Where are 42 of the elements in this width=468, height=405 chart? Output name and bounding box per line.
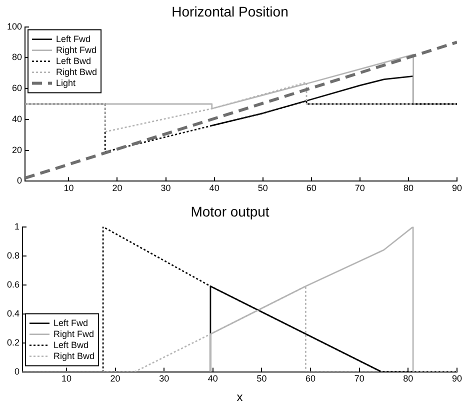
x-tick-label: 40: [208, 374, 218, 384]
chart-title: Motor output: [190, 203, 270, 220]
x-tick-label: 30: [160, 183, 171, 194]
y-tick-label: 0.2: [6, 337, 20, 348]
x-tick-label: 60: [306, 374, 316, 384]
y-tick-label: 0.6: [6, 279, 20, 290]
legend-label: Right Bwd: [54, 350, 95, 361]
x-axis-title: x: [236, 390, 243, 404]
x-tick-label: 20: [112, 183, 122, 194]
x-tick-label: 10: [64, 183, 74, 194]
x-tick-label: 50: [258, 183, 268, 194]
x-tick-label: 80: [403, 183, 414, 194]
x-tick-label: 50: [256, 374, 267, 384]
legend-label: Right Bwd: [56, 66, 98, 77]
x-tick-label: 70: [354, 374, 364, 384]
x-tick-label: 70: [354, 183, 365, 194]
legend-label: Left Fwd: [54, 318, 88, 328]
y-tick-label: 0.8: [6, 250, 20, 260]
y-tick-label: 40: [12, 114, 22, 124]
y-tick-label: 60: [12, 83, 22, 94]
legend-label: Right Fwd: [56, 44, 97, 55]
x-tick-label: 10: [61, 374, 72, 384]
legend-label: Left Bwd: [54, 340, 89, 350]
y-tick-label: 80: [12, 52, 22, 62]
legend-label: Left Bwd: [56, 56, 92, 66]
legend-label: Right Fwd: [54, 328, 94, 339]
y-tick-label: 0: [14, 366, 20, 376]
x-tick-label: 60: [306, 183, 316, 194]
x-tick-label: 40: [209, 183, 220, 194]
x-tick-label: 90: [452, 183, 462, 194]
y-tick-label: 20: [12, 144, 22, 155]
chart-title: Horizontal Position: [172, 3, 288, 20]
y-tick-label: 1: [14, 221, 20, 232]
legend-label: Light: [56, 78, 76, 88]
legend-label: Left Fwd: [56, 34, 91, 44]
y-tick-label: 0.4: [6, 308, 20, 318]
x-tick-label: 80: [403, 374, 414, 384]
x-tick-label: 30: [159, 374, 170, 384]
x-tick-label: 20: [110, 374, 120, 384]
y-tick-label: 0: [17, 176, 22, 186]
y-tick-label: 100: [6, 21, 22, 32]
x-tick-label: 90: [452, 374, 462, 384]
